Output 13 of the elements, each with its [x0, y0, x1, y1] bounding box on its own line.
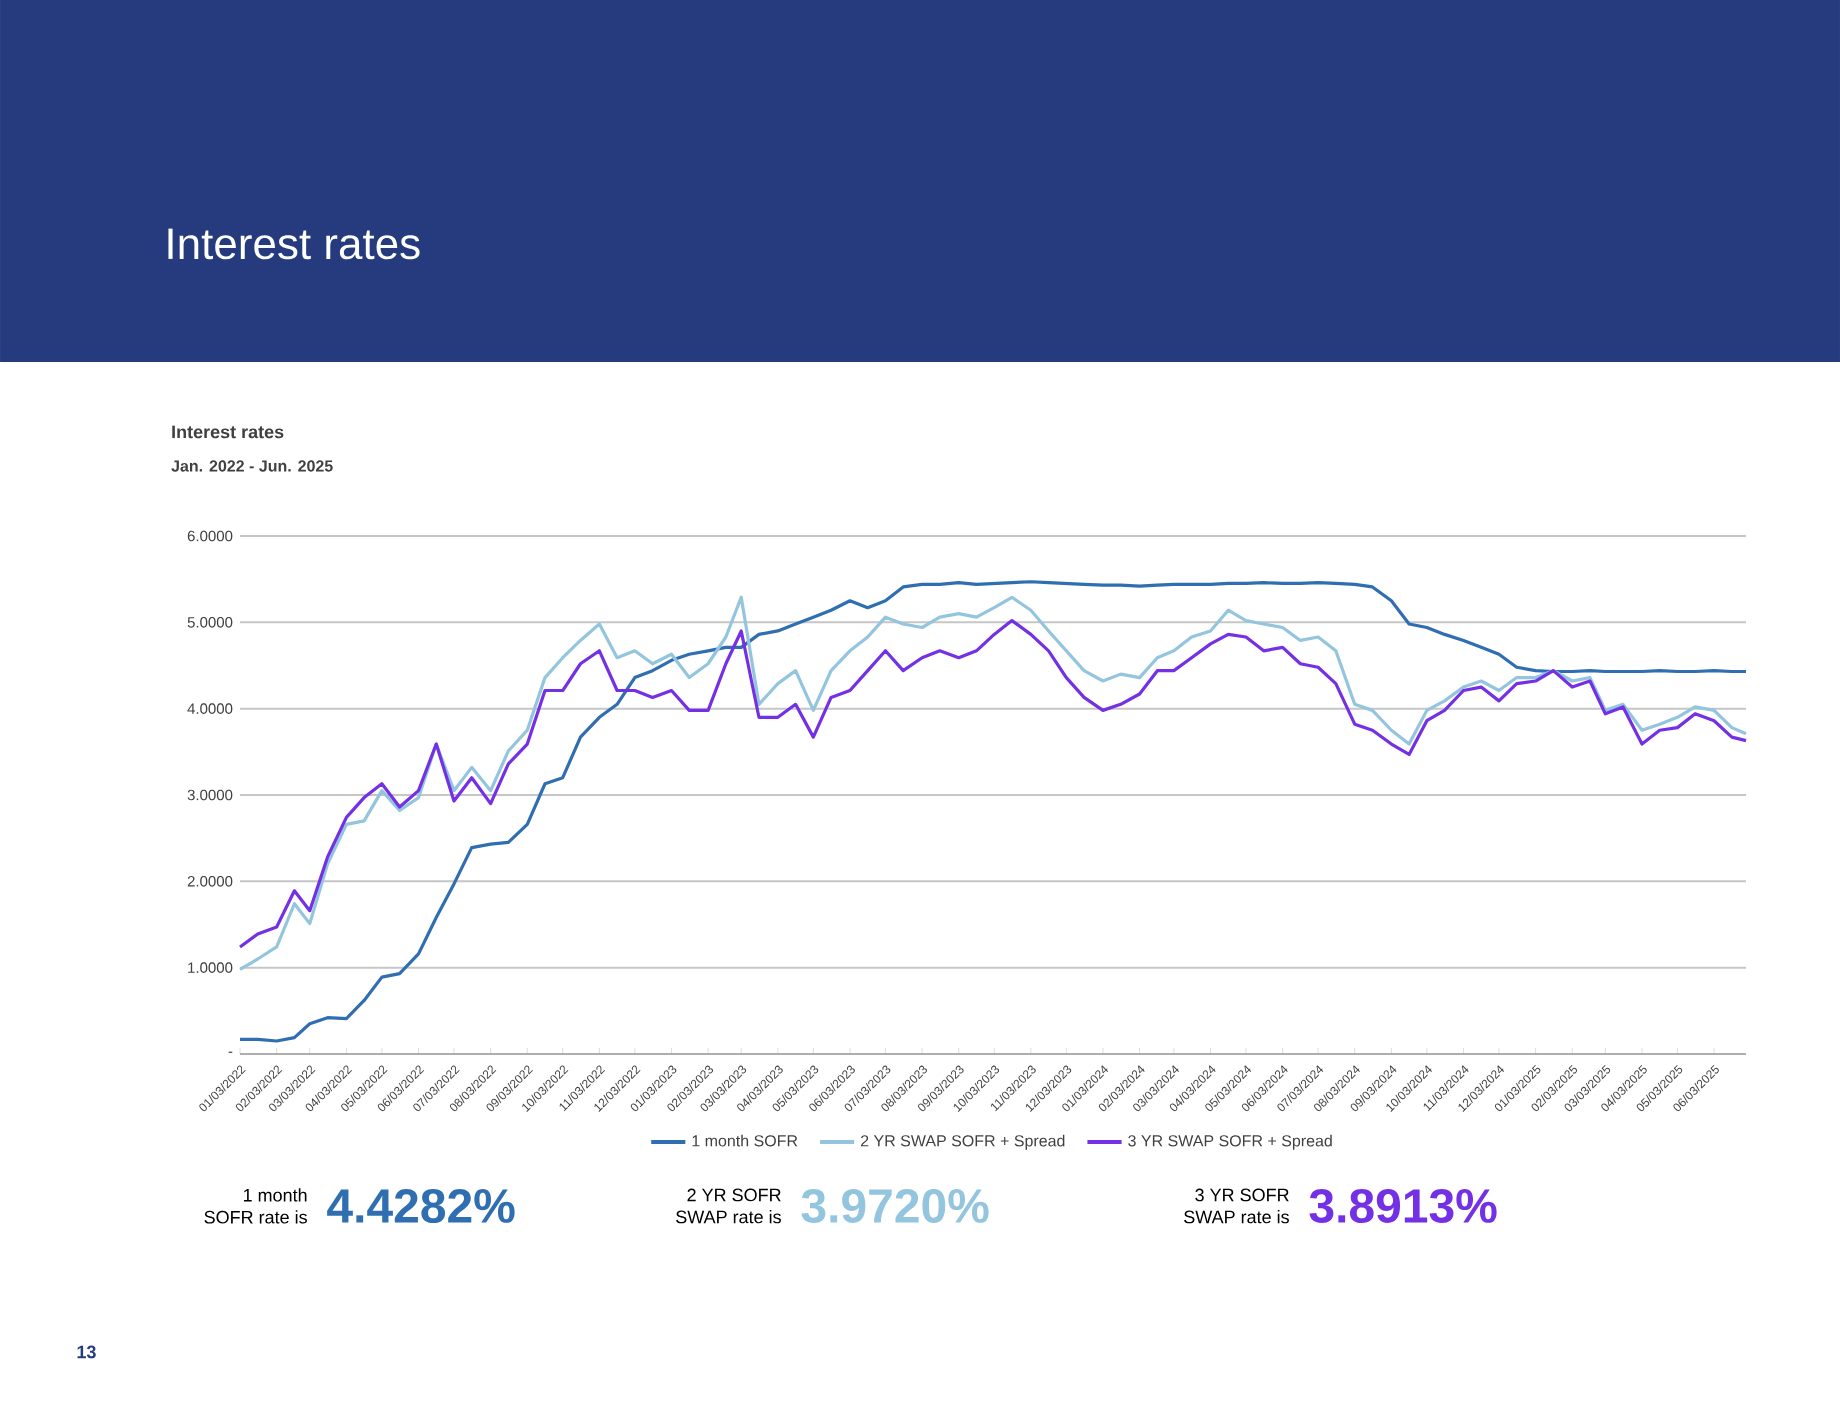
text: 2 YR SOFR SWAP rate is [676, 1188, 781, 1224]
text: 3.8913% [1309, 1188, 1497, 1223]
text: 3.9720% [801, 1188, 989, 1223]
text: 3 YR SOFR SWAP rate is [1184, 1188, 1289, 1224]
text: 13 [77, 1345, 96, 1359]
chart-subtitle: Jan. 2022 - Jun. 2025 [171, 460, 333, 472]
text: 4.4282% [327, 1188, 515, 1223]
text: Interest rates [168, 228, 420, 260]
text: 1 month SOFR rate is [204, 1188, 307, 1224]
legend-label: 1 month SOFR [692, 1134, 798, 1147]
legend-label: 3 YR SWAP SOFR + Spread [1128, 1134, 1332, 1150]
legend-label: 2 YR SWAP SOFR + Spread [860, 1134, 1065, 1150]
chart-title: Interest rates [172, 425, 284, 439]
